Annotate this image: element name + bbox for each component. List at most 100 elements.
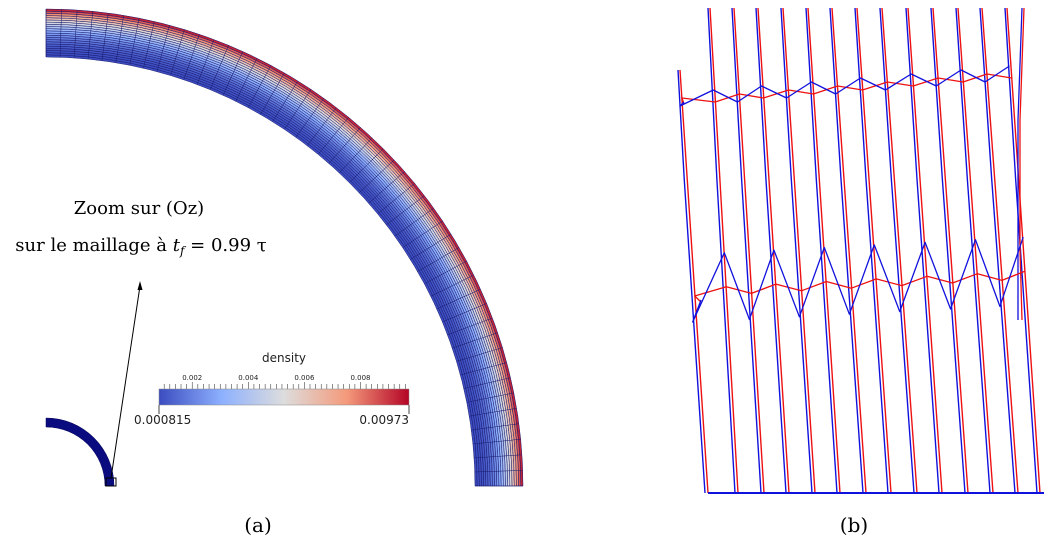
mesh-blue-column bbox=[755, 7, 787, 494]
colorbar-gradient bbox=[158, 388, 410, 406]
shell-radial-line bbox=[235, 58, 258, 102]
mesh-red-column bbox=[757, 7, 790, 494]
shell-radial-line bbox=[272, 80, 299, 122]
shell-radial-line bbox=[463, 377, 511, 389]
mesh-red-column bbox=[881, 7, 918, 494]
shell-radial-line bbox=[101, 13, 109, 61]
mesh-blue-column bbox=[854, 7, 889, 494]
mesh-blue-zigzag-upper bbox=[679, 65, 1010, 107]
shell-radial-line bbox=[460, 362, 507, 376]
shell-radial-line bbox=[129, 18, 140, 66]
shell-radial-line bbox=[452, 332, 498, 349]
mesh-red-column bbox=[1006, 7, 1041, 494]
shell-radial-line bbox=[209, 45, 229, 90]
shell-radial-line bbox=[377, 183, 415, 215]
mesh-blue-column bbox=[1004, 7, 1038, 494]
mesh-red-column bbox=[733, 7, 765, 494]
shell-radial-line bbox=[447, 317, 493, 336]
mesh-red-column bbox=[981, 7, 1019, 494]
colorbar-title: density bbox=[262, 351, 306, 365]
shell-radial-line bbox=[472, 438, 521, 445]
shell-radial-line bbox=[466, 392, 514, 403]
annotation-line-2: sur le maillage à tf = 0.99 τ bbox=[15, 235, 266, 258]
shell-layer bbox=[45, 54, 478, 487]
mesh-blue-edge bbox=[1017, 7, 1023, 320]
mesh-blue-column bbox=[829, 7, 864, 494]
shell-radial-line bbox=[339, 137, 373, 174]
zoom-pointer-arrow bbox=[110, 285, 141, 479]
mesh-red-column bbox=[807, 7, 841, 494]
mesh-blue-column bbox=[955, 7, 991, 494]
shell-radial-line bbox=[222, 51, 244, 96]
colorbar-tick-label: 0.008 bbox=[350, 374, 370, 382]
shell-radial-line bbox=[456, 347, 503, 362]
shell-radial-line bbox=[73, 10, 78, 58]
shell-radial-line bbox=[170, 29, 185, 76]
shell-radial-line bbox=[349, 148, 384, 183]
mesh-blue-zigzag-lower bbox=[692, 236, 1024, 323]
shell-radial-line bbox=[115, 15, 124, 63]
shell-layer bbox=[45, 52, 480, 487]
arrow-head-icon bbox=[137, 281, 143, 290]
small-shell-ring bbox=[45, 417, 115, 487]
shell-radial-line bbox=[317, 117, 349, 155]
shell-radial-line bbox=[474, 454, 522, 459]
shell-radial-line bbox=[471, 423, 519, 431]
colorbar-min-label: 0.000815 bbox=[134, 413, 191, 427]
shell-radial-line bbox=[358, 159, 395, 193]
mesh-blue-column bbox=[707, 7, 736, 494]
mesh-red-column bbox=[907, 7, 943, 494]
small-shell-overview bbox=[45, 417, 115, 487]
mesh-blue-column bbox=[879, 7, 915, 494]
shell-radial-line bbox=[328, 127, 361, 164]
shell-radial-line bbox=[469, 408, 517, 417]
shell-radial-line bbox=[368, 171, 405, 204]
shell-radial-line bbox=[248, 65, 272, 108]
mesh-red-column bbox=[957, 7, 994, 494]
shell-radial-line bbox=[402, 220, 443, 248]
shell-radial-line bbox=[386, 195, 425, 226]
mesh-zoom bbox=[677, 7, 1044, 494]
shell-radial-line bbox=[143, 21, 155, 69]
mesh-red-edge bbox=[1019, 7, 1025, 321]
panel-b: (b) bbox=[677, 7, 1044, 537]
mesh-red-zigzag-lower bbox=[694, 270, 1026, 303]
shell-radial-line bbox=[306, 107, 337, 146]
mesh-blue-column bbox=[805, 7, 838, 494]
shell-radial-line bbox=[183, 34, 200, 80]
mesh-red-column bbox=[709, 7, 739, 494]
panel-a: Zoom sur (Oz) sur le maillage à tf = 0.9… bbox=[15, 8, 524, 537]
mesh-blue-column bbox=[780, 7, 813, 494]
shell-radial-line bbox=[59, 9, 62, 58]
density-shell-radial-mesh bbox=[45, 9, 523, 487]
mesh-red-column bbox=[856, 7, 892, 494]
mesh-red-column bbox=[831, 7, 867, 494]
colorbar-tick-label: 0.002 bbox=[182, 374, 202, 382]
mesh-blue-column bbox=[731, 7, 762, 494]
density-colorbar: density 0.002 0.004 0.006 0.008 0.000815 0.… bbox=[134, 351, 410, 427]
mesh-red-zigzag-upper bbox=[681, 73, 1012, 105]
colorbar-max-label: 0.00973 bbox=[359, 413, 409, 427]
shell-radial-line bbox=[417, 247, 460, 272]
mesh-blue-column bbox=[677, 69, 706, 494]
mesh-red-column bbox=[679, 69, 709, 494]
colorbar-tick-label: 0.004 bbox=[238, 374, 259, 382]
shell-radial-line bbox=[442, 303, 487, 323]
shell-radial-line bbox=[284, 89, 312, 130]
mesh-red-column bbox=[782, 7, 816, 494]
caption-a: (a) bbox=[244, 513, 272, 537]
caption-b: (b) bbox=[840, 513, 868, 537]
mesh-blue-column bbox=[930, 7, 966, 494]
shell-radial-line bbox=[430, 274, 474, 297]
shell-radial-line bbox=[196, 39, 215, 85]
shell-radial-line bbox=[424, 260, 467, 284]
shell-radial-line bbox=[295, 98, 325, 138]
shell-radial-line bbox=[474, 470, 523, 473]
annotation-line-1: Zoom sur (Oz) bbox=[74, 198, 204, 219]
shell-radial-line bbox=[410, 233, 452, 260]
shell-radial-line bbox=[394, 207, 434, 237]
shell-radial-line bbox=[156, 25, 170, 72]
shell-radial-line bbox=[436, 288, 481, 310]
